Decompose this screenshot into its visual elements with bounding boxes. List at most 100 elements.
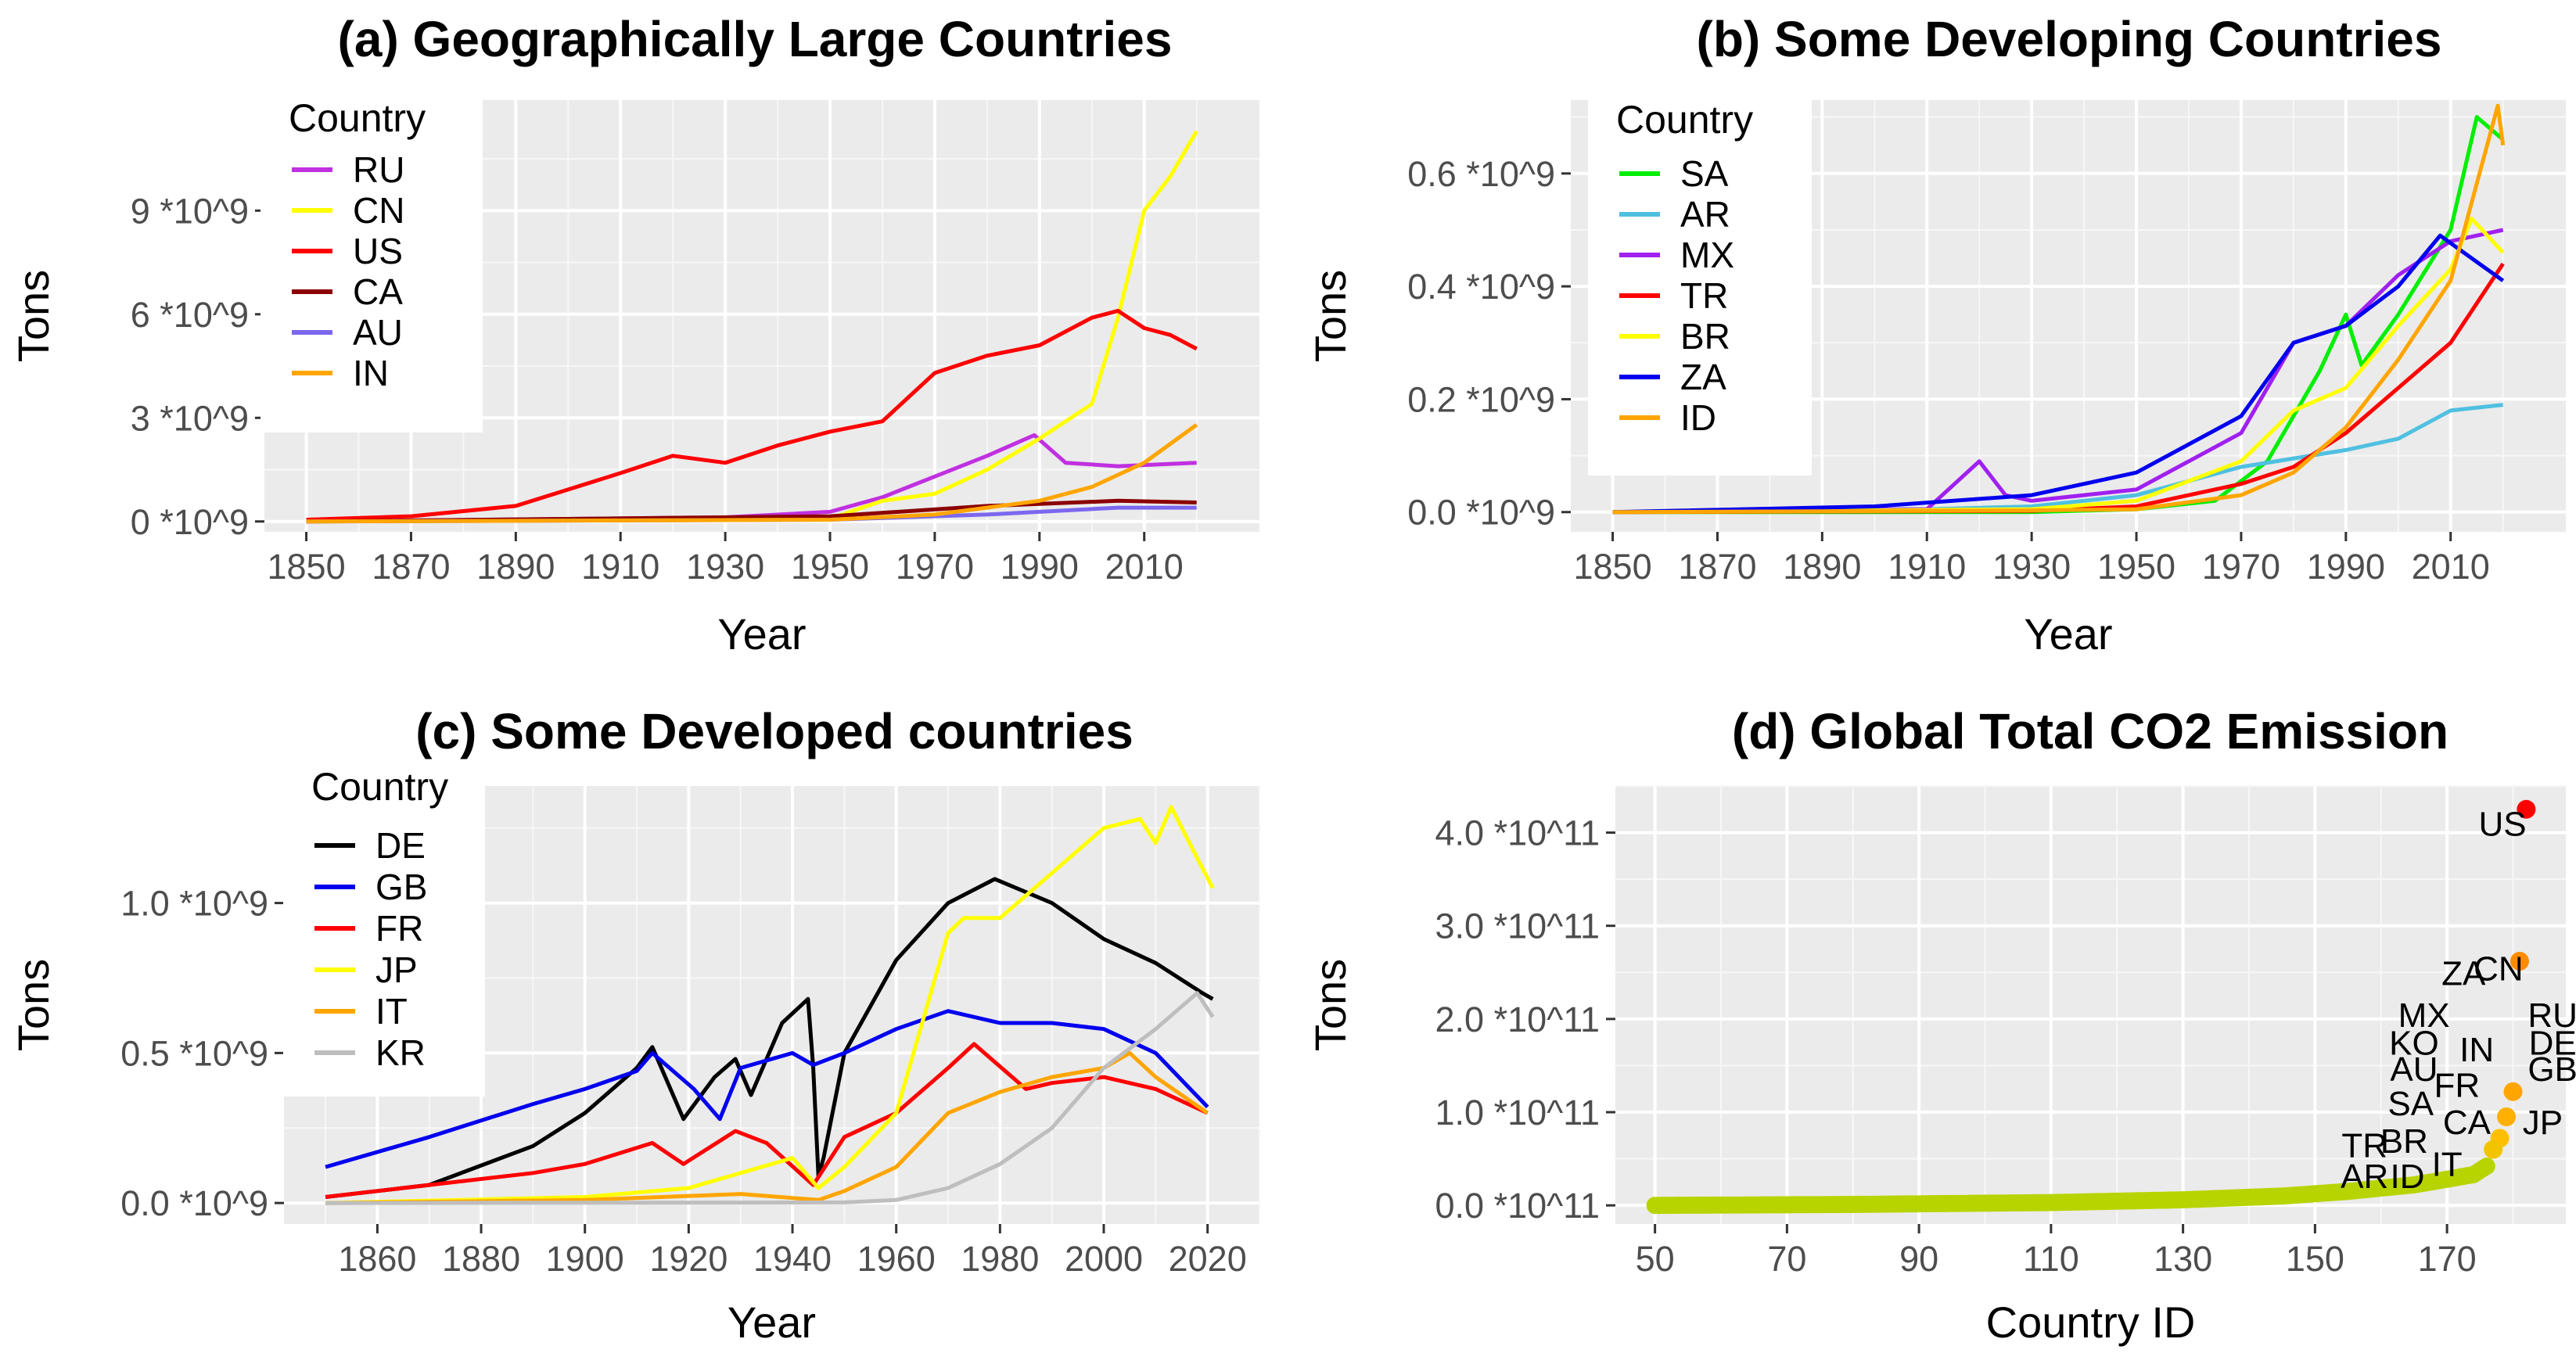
x-tick-label: 50 [1636, 1239, 1675, 1279]
x-tick-label: 1990 [1001, 547, 1079, 587]
x-tick-label: 130 [2154, 1239, 2212, 1279]
y-tick-label: 9 *10^9 [131, 191, 249, 231]
scatter-point [2477, 1158, 2495, 1176]
x-tick-label: 1860 [338, 1239, 416, 1279]
point-label-ru: RU [2527, 996, 2576, 1035]
series-line-it [325, 1050, 1209, 1205]
y-tick-label: 0.5 *10^9 [120, 1033, 268, 1073]
x-tick-label: 1980 [961, 1239, 1039, 1279]
x-tick-label: 110 [2023, 1239, 2079, 1279]
y-tick-label: 0.2 *10^9 [1407, 379, 1555, 419]
x-axis-title: Year [2024, 609, 2112, 659]
legend-title: Country [1616, 98, 1753, 142]
x-tick-label: 2000 [1065, 1239, 1143, 1279]
y-tick-label: 2.0 *10^11 [1435, 1000, 1600, 1039]
series-line-fr [325, 1042, 1209, 1199]
x-tick-label: 150 [2286, 1239, 2344, 1279]
scatter-point-highlight [2497, 1107, 2517, 1126]
y-tick-label: 1.0 *10^11 [1435, 1093, 1600, 1132]
x-tick-label: 70 [1767, 1239, 1806, 1279]
panel-d: 50 70 90 110 130 150 170 0.0 *10^11 1.0 *10^11 2.… [1306, 703, 2576, 1347]
x-axis-title: Country ID [1986, 1298, 2196, 1347]
legend-box [283, 768, 485, 1097]
legend-label-ar: AR [1680, 194, 1730, 235]
x-tick-label: 1910 [1888, 547, 1966, 587]
point-label-in: IN [2459, 1031, 2494, 1069]
marks-group [1612, 103, 2506, 515]
x-axis-title: Year [717, 609, 806, 659]
point-label-it: IT [2432, 1146, 2463, 1184]
series-line-in [306, 423, 1198, 524]
series-line-za [1612, 233, 2505, 515]
point-label-fr: FR [2434, 1066, 2480, 1104]
x-tick-label: 1960 [857, 1239, 936, 1279]
marks-group [325, 805, 1215, 1205]
x-tick-label: 1920 [649, 1239, 728, 1279]
legend-label-id: ID [1680, 397, 1716, 438]
plot-background [1615, 786, 2566, 1224]
y-tick-label: 0 *10^9 [131, 502, 249, 542]
y-tick-label: 0.0 *10^9 [1407, 493, 1555, 533]
x-tick-label: 170 [2418, 1239, 2477, 1279]
panel-b: 1850 1870 1890 1910 1930 1950 1970 1990 2010 0.0 … [1306, 11, 2566, 659]
y-tick-label: 3.0 *10^11 [1435, 906, 1600, 946]
point-label-ko: KO [2389, 1025, 2439, 1063]
scatter-point-highlight [2503, 1082, 2523, 1101]
series-line-gb [325, 1009, 1209, 1169]
legend-label-jp: JP [375, 949, 418, 990]
point-label-de: DE [2529, 1025, 2576, 1063]
point-label-ar: AR [2341, 1158, 2388, 1196]
x-tick-label: 1970 [2202, 547, 2280, 587]
point-label-mx: MX [2398, 996, 2450, 1035]
series-line-us [306, 308, 1198, 522]
series-line-ru [306, 433, 1197, 524]
y-tick-label: 0.0 *10^9 [120, 1183, 268, 1223]
legend-label-br: BR [1680, 316, 1730, 357]
series-line-mx [1612, 228, 2504, 515]
point-label-za: ZA [2441, 954, 2486, 992]
x-tick-label: 1870 [1678, 547, 1756, 587]
legend-label-us: US [353, 231, 403, 271]
chart-title: (a) Geographically Large Countries [338, 11, 1173, 67]
x-tick-label: 90 [1899, 1239, 1938, 1279]
point-label-au: AU [2390, 1050, 2438, 1089]
point-label-br: BR [2380, 1122, 2428, 1161]
x-axis-title: Year [728, 1298, 816, 1347]
series-line-kr [325, 991, 1215, 1205]
x-tick-label: 1850 [268, 547, 346, 587]
x-tick-label: 1970 [896, 547, 974, 587]
x-tick-label: 1870 [372, 547, 450, 587]
point-label-sa: SA [2387, 1085, 2434, 1123]
legend-label-ca: CA [353, 271, 403, 312]
chart-title: (c) Some Developed countries [415, 703, 1134, 759]
x-tick-label: 2010 [1105, 547, 1184, 587]
legend-box [260, 92, 483, 433]
point-label-us: US [2478, 806, 2526, 844]
point-label-gb: GB [2527, 1050, 2576, 1089]
x-tick-label: 2010 [2412, 547, 2490, 587]
legend-label-fr: FR [375, 908, 423, 949]
scatter-point-highlight [2517, 799, 2536, 819]
series-line-jp [325, 805, 1215, 1205]
legend-label-ru: RU [353, 149, 404, 190]
legend-label-sa: SA [1680, 153, 1729, 194]
y-tick-label: 4.0 *10^11 [1435, 813, 1600, 853]
point-label-tr: TR [2341, 1127, 2387, 1165]
x-tick-label: 1950 [2097, 547, 2175, 587]
x-tick-label: 1910 [581, 547, 659, 587]
point-label-id: ID [2391, 1158, 2425, 1196]
chart-title: (d) Global Total CO2 Emission [1732, 703, 2448, 759]
legend-title: Country [311, 765, 448, 809]
scatter-point-highlight [2484, 1140, 2503, 1159]
legend-label-kr: KR [375, 1032, 426, 1073]
legend-label-za: ZA [1680, 357, 1726, 397]
series-line-id [1612, 103, 2506, 515]
x-tick-label: 1890 [1783, 547, 1861, 587]
x-tick-label: 1940 [753, 1239, 832, 1279]
legend-label-cn: CN [353, 190, 404, 231]
panel-c: 1860 1880 1900 1920 1940 1960 1980 2000 2020 0.0 … [9, 703, 1260, 1347]
legend-label-gb: GB [375, 867, 427, 907]
marks-group [1646, 799, 2536, 1215]
marks-group [306, 130, 1198, 524]
